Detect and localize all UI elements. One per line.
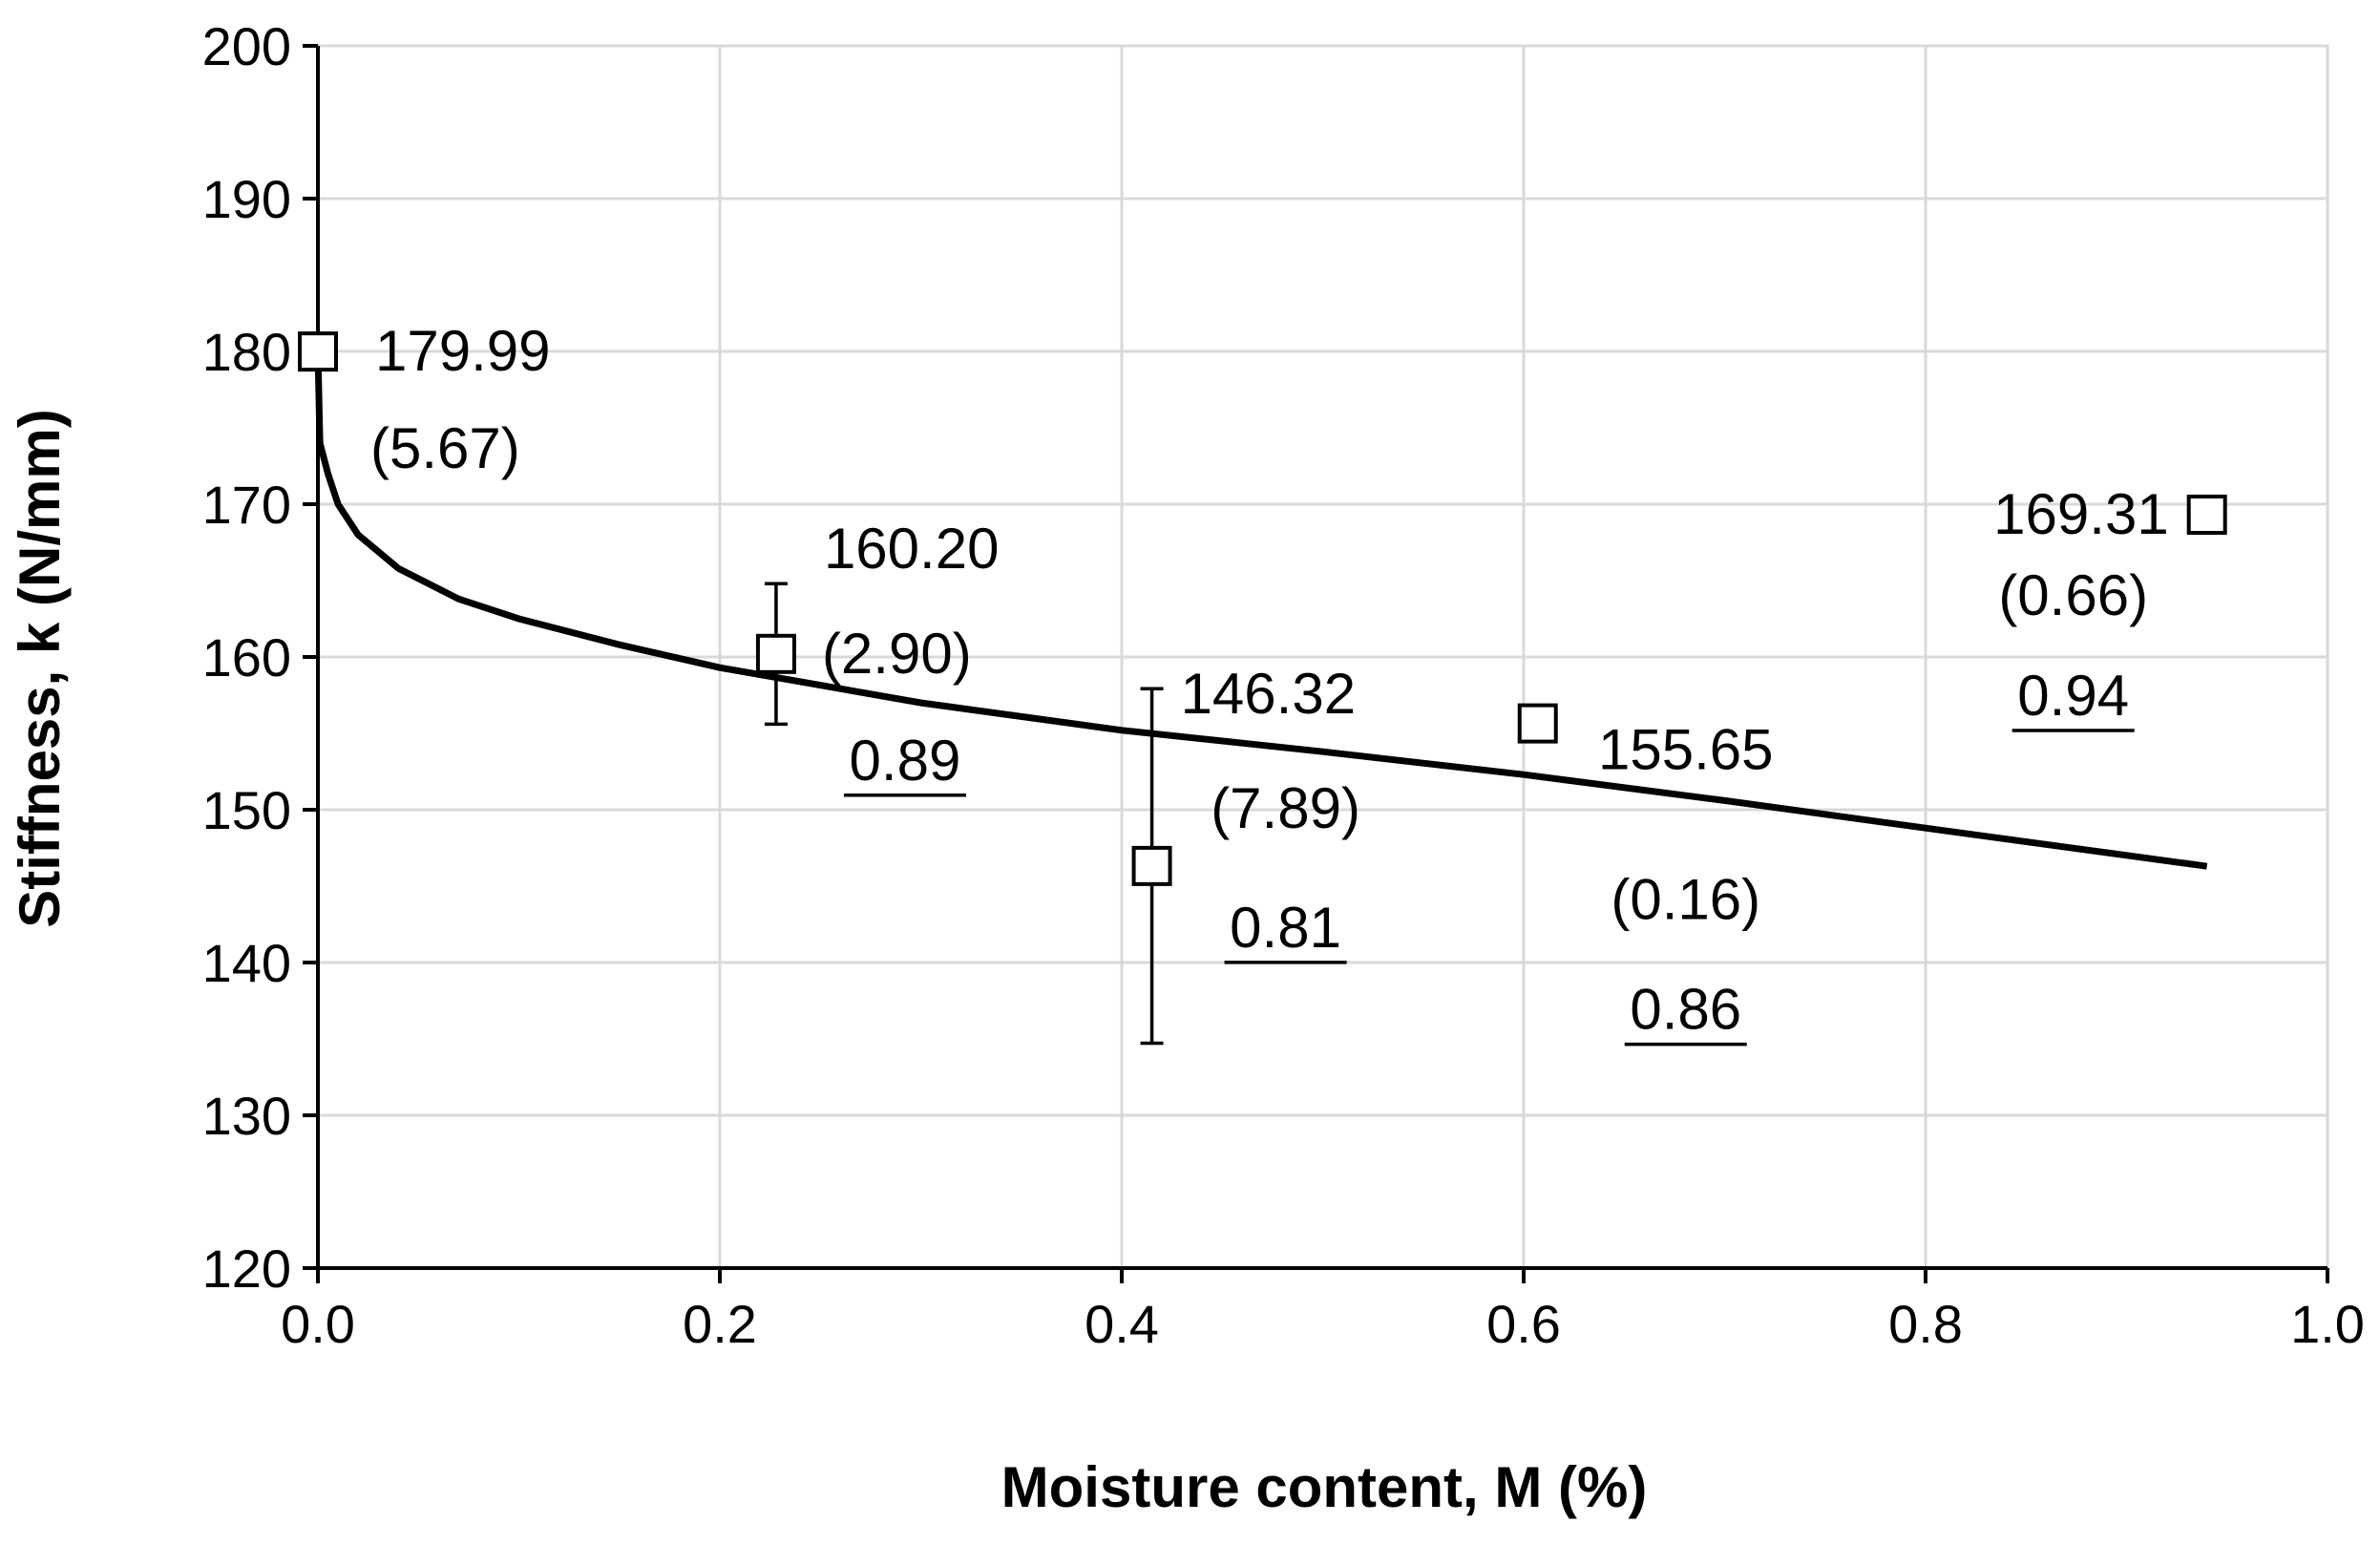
data-point-marker [2186,495,2227,536]
y-tick-label: 190 [202,169,291,229]
y-tick-label: 140 [202,933,291,993]
x-tick-label: 0.0 [281,1294,355,1354]
data-point-marker [755,633,796,674]
sd-label: (0.16) [1611,868,1760,932]
data-point-marker [1131,845,1172,886]
y-tick-label: 120 [202,1238,291,1299]
x-axis-title: Moisture content, M (%) [1001,1455,1648,1519]
sd-label: (5.67) [370,416,520,480]
y-axis-title: Stiffness, k (N/mm) [8,409,72,927]
point-annotations: 179.99 (5.67) 160.20 (2.90) 0.89 146.32 (7.89)… [370,319,2169,1047]
y-tick-label: 130 [202,1086,291,1146]
y-tick-label: 160 [202,627,291,688]
fit-curve-group [314,350,2208,870]
extra-label: 0.86 [1630,978,1741,1042]
grid [316,44,2329,1270]
x-tick-label: 0.8 [1888,1294,1963,1354]
value-label: 146.32 [1181,662,1357,726]
sd-label: (2.90) [822,622,972,686]
fit-curve [314,350,2208,870]
sd-label: (0.66) [1998,563,2148,627]
value-label: 169.31 [1993,482,2169,546]
data-point-marker [1517,703,1558,744]
data-points [298,331,2227,886]
value-label: 179.99 [375,319,551,383]
value-label: 160.20 [824,517,1000,581]
y-tick-label: 200 [202,16,291,76]
x-tick-label: 0.4 [1085,1294,1159,1354]
y-tick-labels: 120 130 140 150 160 170 180 190 200 [202,16,291,1299]
x-tick-labels: 0.0 0.2 0.4 0.6 0.8 1.0 [281,1294,2365,1354]
sd-label: (7.89) [1211,776,1360,840]
x-tick-label: 0.6 [1486,1294,1561,1354]
x-tick-label: 0.2 [683,1294,757,1354]
extra-label: 0.94 [2017,664,2129,728]
y-tick-label: 170 [202,475,291,535]
y-tick-label: 180 [202,322,291,382]
y-tick-label: 150 [202,780,291,840]
extra-label: 0.89 [850,729,961,793]
value-label: 155.65 [1598,718,1774,782]
x-tick-label: 1.0 [2290,1294,2365,1354]
data-point-marker [298,331,338,372]
extra-label: 0.81 [1230,896,1341,960]
